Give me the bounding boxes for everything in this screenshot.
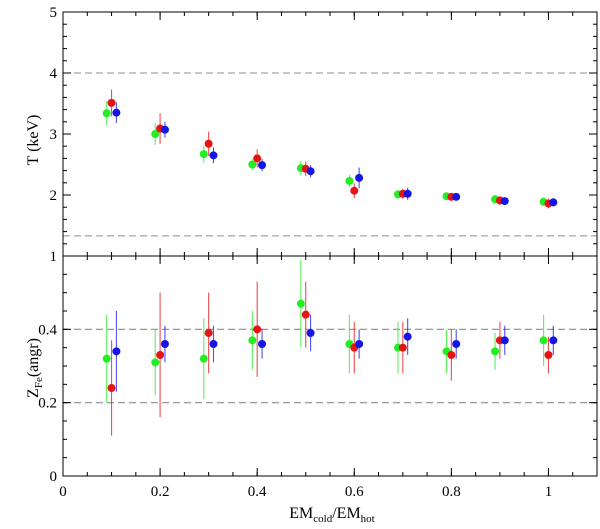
temperature-y-tick-label: 2 xyxy=(50,188,58,204)
x-axis-label-main: EM xyxy=(289,505,313,522)
iron-abundance-axis-label: ZFe(angr) xyxy=(25,338,45,398)
temperature-blue-point xyxy=(209,151,218,160)
temperature-green-point xyxy=(151,130,160,138)
temperature-blue-point xyxy=(549,198,558,207)
iron-abundance-blue-point xyxy=(452,340,461,348)
temperature-y-tick-label: 3 xyxy=(50,127,58,143)
iron-abundance-blue-point xyxy=(306,329,315,337)
x-axis-label-sub-cold: cold xyxy=(313,513,332,525)
iron-abundance-red-point xyxy=(156,351,165,359)
temperature-red-point xyxy=(107,98,116,107)
iron-abundance-red-point xyxy=(204,329,213,337)
iron-abundance-red-point xyxy=(253,325,262,334)
iron-abundance-red-point xyxy=(447,351,456,359)
x-tick-label: 0.6 xyxy=(345,484,364,500)
temperature-blue-point xyxy=(306,167,315,176)
iron-abundance-frame xyxy=(62,255,598,477)
iron-abundance-blue-point xyxy=(549,336,558,345)
iron-abundance-blue-point xyxy=(160,340,169,348)
temperature-blue-point xyxy=(355,173,364,182)
x-axis-label: EMcold/EMhot xyxy=(289,505,374,525)
iron-abundance-red-point xyxy=(398,343,407,352)
iron-abundance-y-tick-label: 0 xyxy=(50,469,58,485)
temperature-green-point xyxy=(345,176,354,185)
temperature-y-tick-label: 5 xyxy=(50,5,58,21)
iron-abundance-y-tick-label: 1 xyxy=(50,249,58,265)
x-tick-label: 0.8 xyxy=(442,484,461,500)
temperature-green-point xyxy=(199,150,208,159)
iron-abundance-red-point xyxy=(107,384,116,392)
x-tick-label: 0 xyxy=(59,484,67,500)
temperature-y-tick-label: 4 xyxy=(50,66,58,82)
iron-abundance-y-tick-label: 0.2 xyxy=(38,396,57,412)
iron-abundance-blue-point xyxy=(500,336,509,345)
temperature-blue-point xyxy=(500,197,509,206)
temperature-frame xyxy=(62,11,598,257)
iron-abundance-green-point xyxy=(102,354,111,363)
iron-abundance-axis-label-suffix: (angr) xyxy=(25,338,42,377)
temperature-green-point xyxy=(102,109,111,118)
iron-abundance-red-point xyxy=(544,351,553,359)
temperature-blue-point xyxy=(112,108,121,117)
temperature-blue-point xyxy=(258,161,267,170)
temperature-blue-point xyxy=(452,192,461,201)
iron-abundance-red-point xyxy=(301,310,310,319)
temperature-green-point xyxy=(248,160,257,169)
iron-abundance-green-point xyxy=(199,354,208,363)
temperature-blue-point xyxy=(160,125,169,134)
iron-abundance-green-point xyxy=(296,299,305,308)
iron-abundance-axis-label-sub: Fe xyxy=(33,377,45,388)
iron-abundance-green-point xyxy=(151,358,160,367)
temperature-red-point xyxy=(253,154,262,163)
iron-abundance-blue-point xyxy=(209,340,218,348)
iron-abundance-y-tick-label: 0.4 xyxy=(38,322,57,338)
temperature-panel: 2 3 4 5 xyxy=(50,5,598,257)
x-axis-label-separator: /EM xyxy=(332,505,360,522)
x-axis-label-sub-hot: hot xyxy=(361,513,375,525)
x-tick-label: 0.4 xyxy=(248,484,267,500)
x-tick-label: 0.2 xyxy=(151,484,170,500)
iron-abundance-green-point xyxy=(491,347,500,356)
temperature-red-point xyxy=(204,139,213,148)
temperature-blue-point xyxy=(403,189,412,198)
iron-abundance-blue-point xyxy=(403,332,412,341)
iron-abundance-blue-point xyxy=(258,340,267,348)
iron-abundance-blue-point xyxy=(355,340,364,348)
x-tick-label: 1 xyxy=(545,484,553,500)
iron-abundance-green-point xyxy=(539,336,548,345)
iron-abundance-axis-label-main: Z xyxy=(25,388,42,398)
iron-abundance-green-point xyxy=(248,336,257,345)
iron-abundance-blue-point xyxy=(112,347,121,356)
temperature-axis-label: T (keV) xyxy=(25,115,42,166)
iron-abundance-panel: 0 0.2 0.4 1 xyxy=(38,249,598,485)
temperature-red-point xyxy=(350,186,359,195)
